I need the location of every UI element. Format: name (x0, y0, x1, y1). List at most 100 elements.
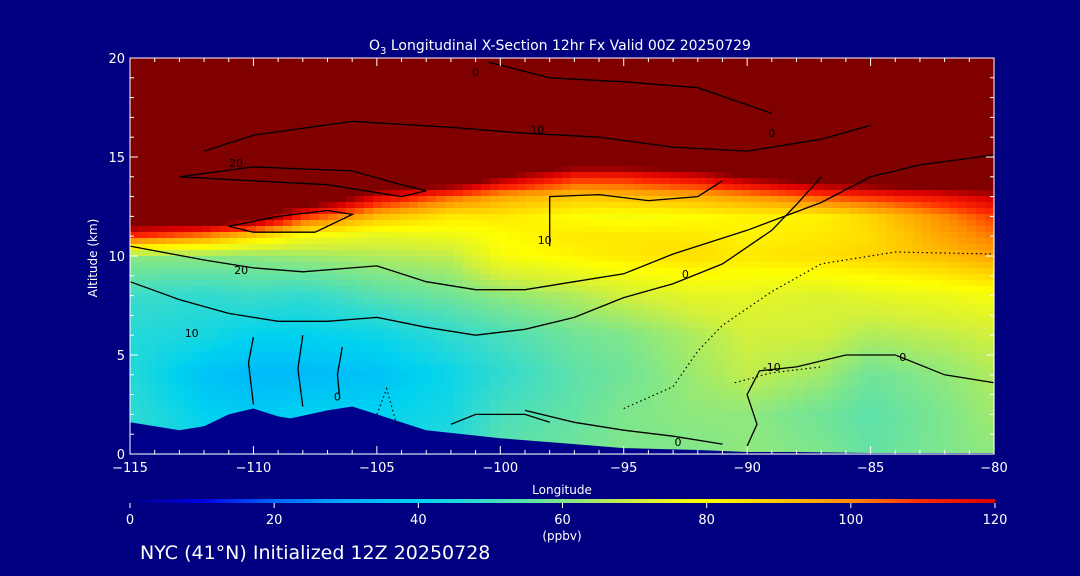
heatmap-cell (652, 124, 662, 131)
heatmap-cell (976, 142, 986, 149)
heatmap-cell (211, 250, 221, 257)
heatmap-cell (490, 178, 500, 185)
heatmap-cell (589, 196, 599, 203)
heatmap-cell (931, 268, 941, 275)
heatmap-cell (265, 226, 275, 233)
heatmap-cell (724, 214, 734, 221)
heatmap-cell (130, 76, 140, 83)
heatmap-cell (301, 334, 311, 341)
heatmap-cell (535, 172, 545, 179)
heatmap-cell (400, 76, 410, 83)
heatmap-cell (463, 220, 473, 227)
heatmap-cell (967, 196, 977, 203)
heatmap-cell (805, 364, 815, 371)
heatmap-cell (220, 136, 230, 143)
heatmap-cell (337, 232, 347, 239)
heatmap-cell (184, 94, 194, 101)
heatmap-cell (265, 232, 275, 239)
heatmap-cell (832, 358, 842, 365)
heatmap-cell (589, 214, 599, 221)
heatmap-cell (940, 310, 950, 317)
heatmap-cell (319, 160, 329, 167)
heatmap-cell (886, 106, 896, 113)
heatmap-cell (184, 244, 194, 251)
heatmap-cell (706, 232, 716, 239)
heatmap-cell (679, 100, 689, 107)
heatmap-cell (355, 226, 365, 233)
heatmap-cell (697, 160, 707, 167)
heatmap-cell (688, 316, 698, 323)
heatmap-cell (238, 100, 248, 107)
heatmap-cell (643, 106, 653, 113)
heatmap-cell (391, 340, 401, 347)
heatmap-cell (805, 76, 815, 83)
heatmap-cell (454, 88, 464, 95)
heatmap-cell (634, 154, 644, 161)
heatmap-cell (670, 76, 680, 83)
heatmap-cell (418, 178, 428, 185)
heatmap-cell (832, 118, 842, 125)
heatmap-cell (643, 172, 653, 179)
heatmap-cell (535, 58, 545, 65)
heatmap-cell (274, 166, 284, 173)
heatmap-cell (373, 70, 383, 77)
heatmap-cell (490, 226, 500, 233)
heatmap-cell (571, 316, 581, 323)
heatmap-cell (220, 208, 230, 215)
heatmap-cell (643, 334, 653, 341)
heatmap-cell (418, 256, 428, 263)
heatmap-cell (283, 322, 293, 329)
heatmap-cell (481, 328, 491, 335)
heatmap-cell (850, 358, 860, 365)
heatmap-cell (175, 346, 185, 353)
heatmap-cell (274, 286, 284, 293)
heatmap-cell (229, 244, 239, 251)
heatmap-cell (238, 358, 248, 365)
heatmap-cell (580, 262, 590, 269)
heatmap-cell (454, 340, 464, 347)
heatmap-cell (913, 184, 923, 191)
heatmap-cell (355, 136, 365, 143)
heatmap-cell (895, 148, 905, 155)
heatmap-cell (814, 184, 824, 191)
heatmap-cell (211, 100, 221, 107)
heatmap-cell (985, 328, 995, 335)
heatmap-cell (301, 274, 311, 281)
heatmap-cell (616, 340, 626, 347)
heatmap-cell (193, 238, 203, 245)
heatmap-cell (400, 124, 410, 131)
heatmap-cell (328, 334, 338, 341)
heatmap-cell (139, 172, 149, 179)
heatmap-cell (148, 208, 158, 215)
heatmap-cell (292, 172, 302, 179)
heatmap-cell (886, 58, 896, 65)
heatmap-cell (598, 304, 608, 311)
heatmap-cell (895, 214, 905, 221)
heatmap-cell (553, 226, 563, 233)
heatmap-cell (715, 346, 725, 353)
heatmap-cell (427, 238, 437, 245)
heatmap-cell (130, 94, 140, 101)
heatmap-cell (193, 178, 203, 185)
heatmap-cell (805, 280, 815, 287)
heatmap-cell (760, 184, 770, 191)
heatmap-cell (832, 76, 842, 83)
heatmap-cell (436, 154, 446, 161)
heatmap-cell (742, 328, 752, 335)
heatmap-cell (706, 220, 716, 227)
heatmap-cell (454, 292, 464, 299)
heatmap-cell (490, 70, 500, 77)
heatmap-cell (202, 160, 212, 167)
heatmap-cell (895, 172, 905, 179)
heatmap-cell (490, 250, 500, 257)
heatmap-cell (202, 274, 212, 281)
heatmap-cell (940, 88, 950, 95)
heatmap-cell (301, 220, 311, 227)
heatmap-cell (157, 274, 167, 281)
heatmap-cell (346, 280, 356, 287)
heatmap-cell (832, 160, 842, 167)
heatmap-cell (337, 298, 347, 305)
heatmap-cell (337, 190, 347, 197)
heatmap-cell (751, 232, 761, 239)
heatmap-cell (787, 268, 797, 275)
